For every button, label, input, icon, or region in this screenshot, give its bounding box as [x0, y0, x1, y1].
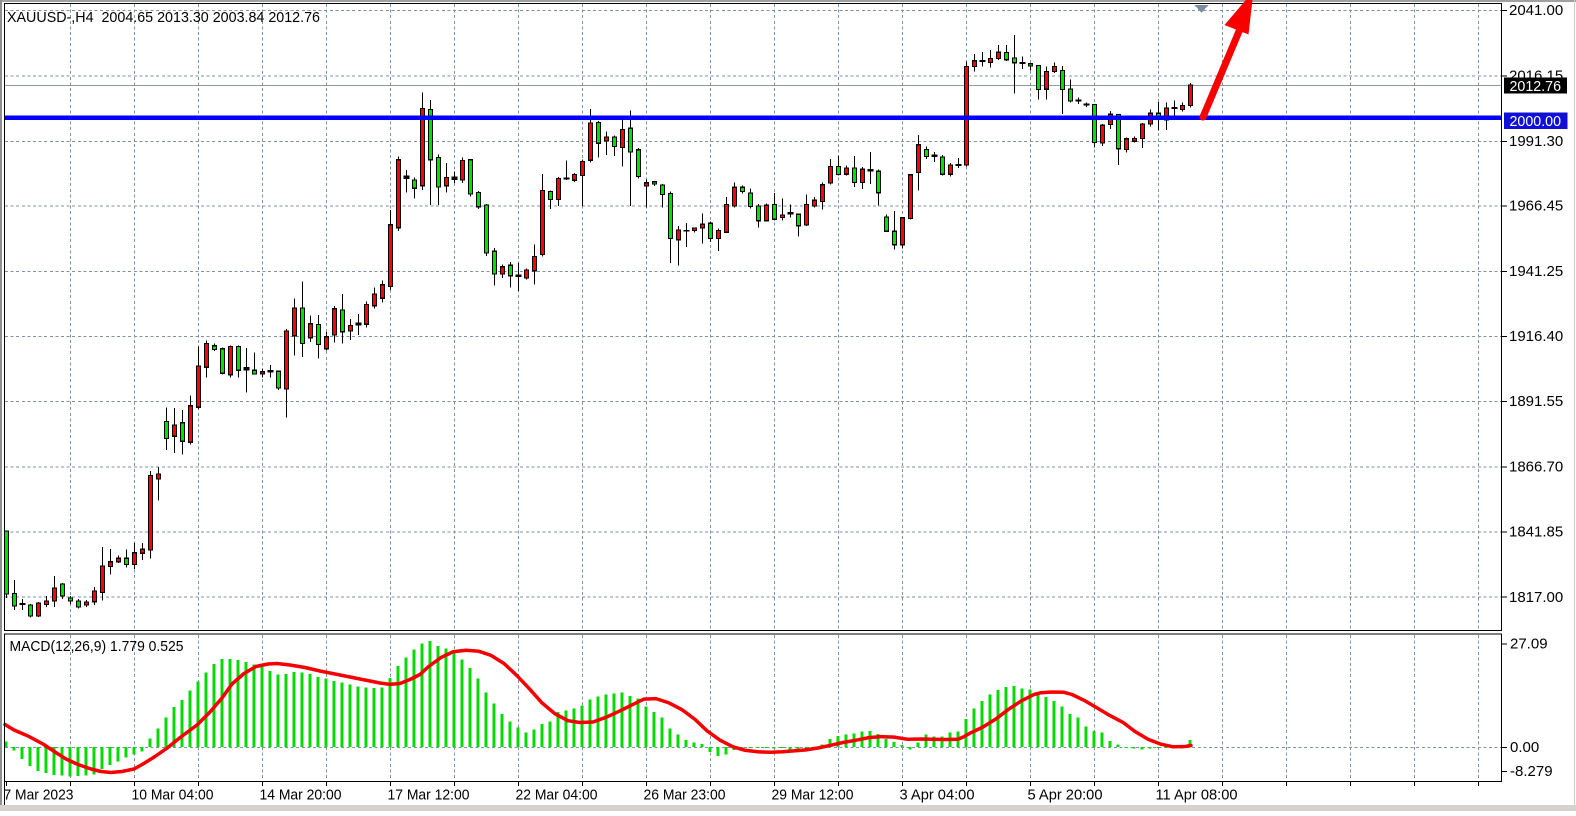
svg-text:5 Apr 20:00: 5 Apr 20:00 — [1028, 786, 1103, 803]
svg-text:11 Apr 08:00: 11 Apr 08:00 — [1156, 786, 1238, 803]
svg-text:1941.25: 1941.25 — [1509, 263, 1563, 280]
svg-text:2012.76: 2012.76 — [1510, 79, 1562, 95]
svg-text:10 Mar 04:00: 10 Mar 04:00 — [132, 786, 214, 803]
svg-text:22 Mar 04:00: 22 Mar 04:00 — [516, 786, 598, 803]
svg-text:17 Mar 12:00: 17 Mar 12:00 — [388, 786, 470, 803]
svg-text:26 Mar 23:00: 26 Mar 23:00 — [644, 786, 726, 803]
svg-text:1817.00: 1817.00 — [1509, 589, 1563, 606]
svg-text:7 Mar 2023: 7 Mar 2023 — [4, 786, 74, 803]
svg-text:2000.00: 2000.00 — [1510, 114, 1562, 130]
svg-text:1866.70: 1866.70 — [1509, 459, 1563, 476]
svg-text:1891.55: 1891.55 — [1509, 393, 1563, 410]
svg-text:1916.40: 1916.40 — [1509, 328, 1563, 345]
svg-text:2041.00: 2041.00 — [1509, 2, 1563, 19]
svg-text:14 Mar 20:00: 14 Mar 20:00 — [260, 786, 342, 803]
svg-text:1966.45: 1966.45 — [1509, 198, 1563, 215]
svg-text:27.09: 27.09 — [1510, 636, 1548, 653]
svg-text:1841.85: 1841.85 — [1509, 524, 1563, 541]
svg-text:1991.30: 1991.30 — [1509, 133, 1563, 150]
svg-text:-8.279: -8.279 — [1510, 763, 1553, 780]
svg-text:MACD(12,26,9) 1.779 0.525: MACD(12,26,9) 1.779 0.525 — [10, 638, 184, 655]
svg-text:3 Apr 04:00: 3 Apr 04:00 — [900, 786, 975, 803]
svg-text:29 Mar 12:00: 29 Mar 12:00 — [772, 786, 854, 803]
svg-text:0.00: 0.00 — [1510, 739, 1539, 756]
svg-text:XAUUSD-,H4 2004.65 2013.30 20: XAUUSD-,H4 2004.65 2013.30 2003.84 2012.… — [7, 9, 320, 26]
